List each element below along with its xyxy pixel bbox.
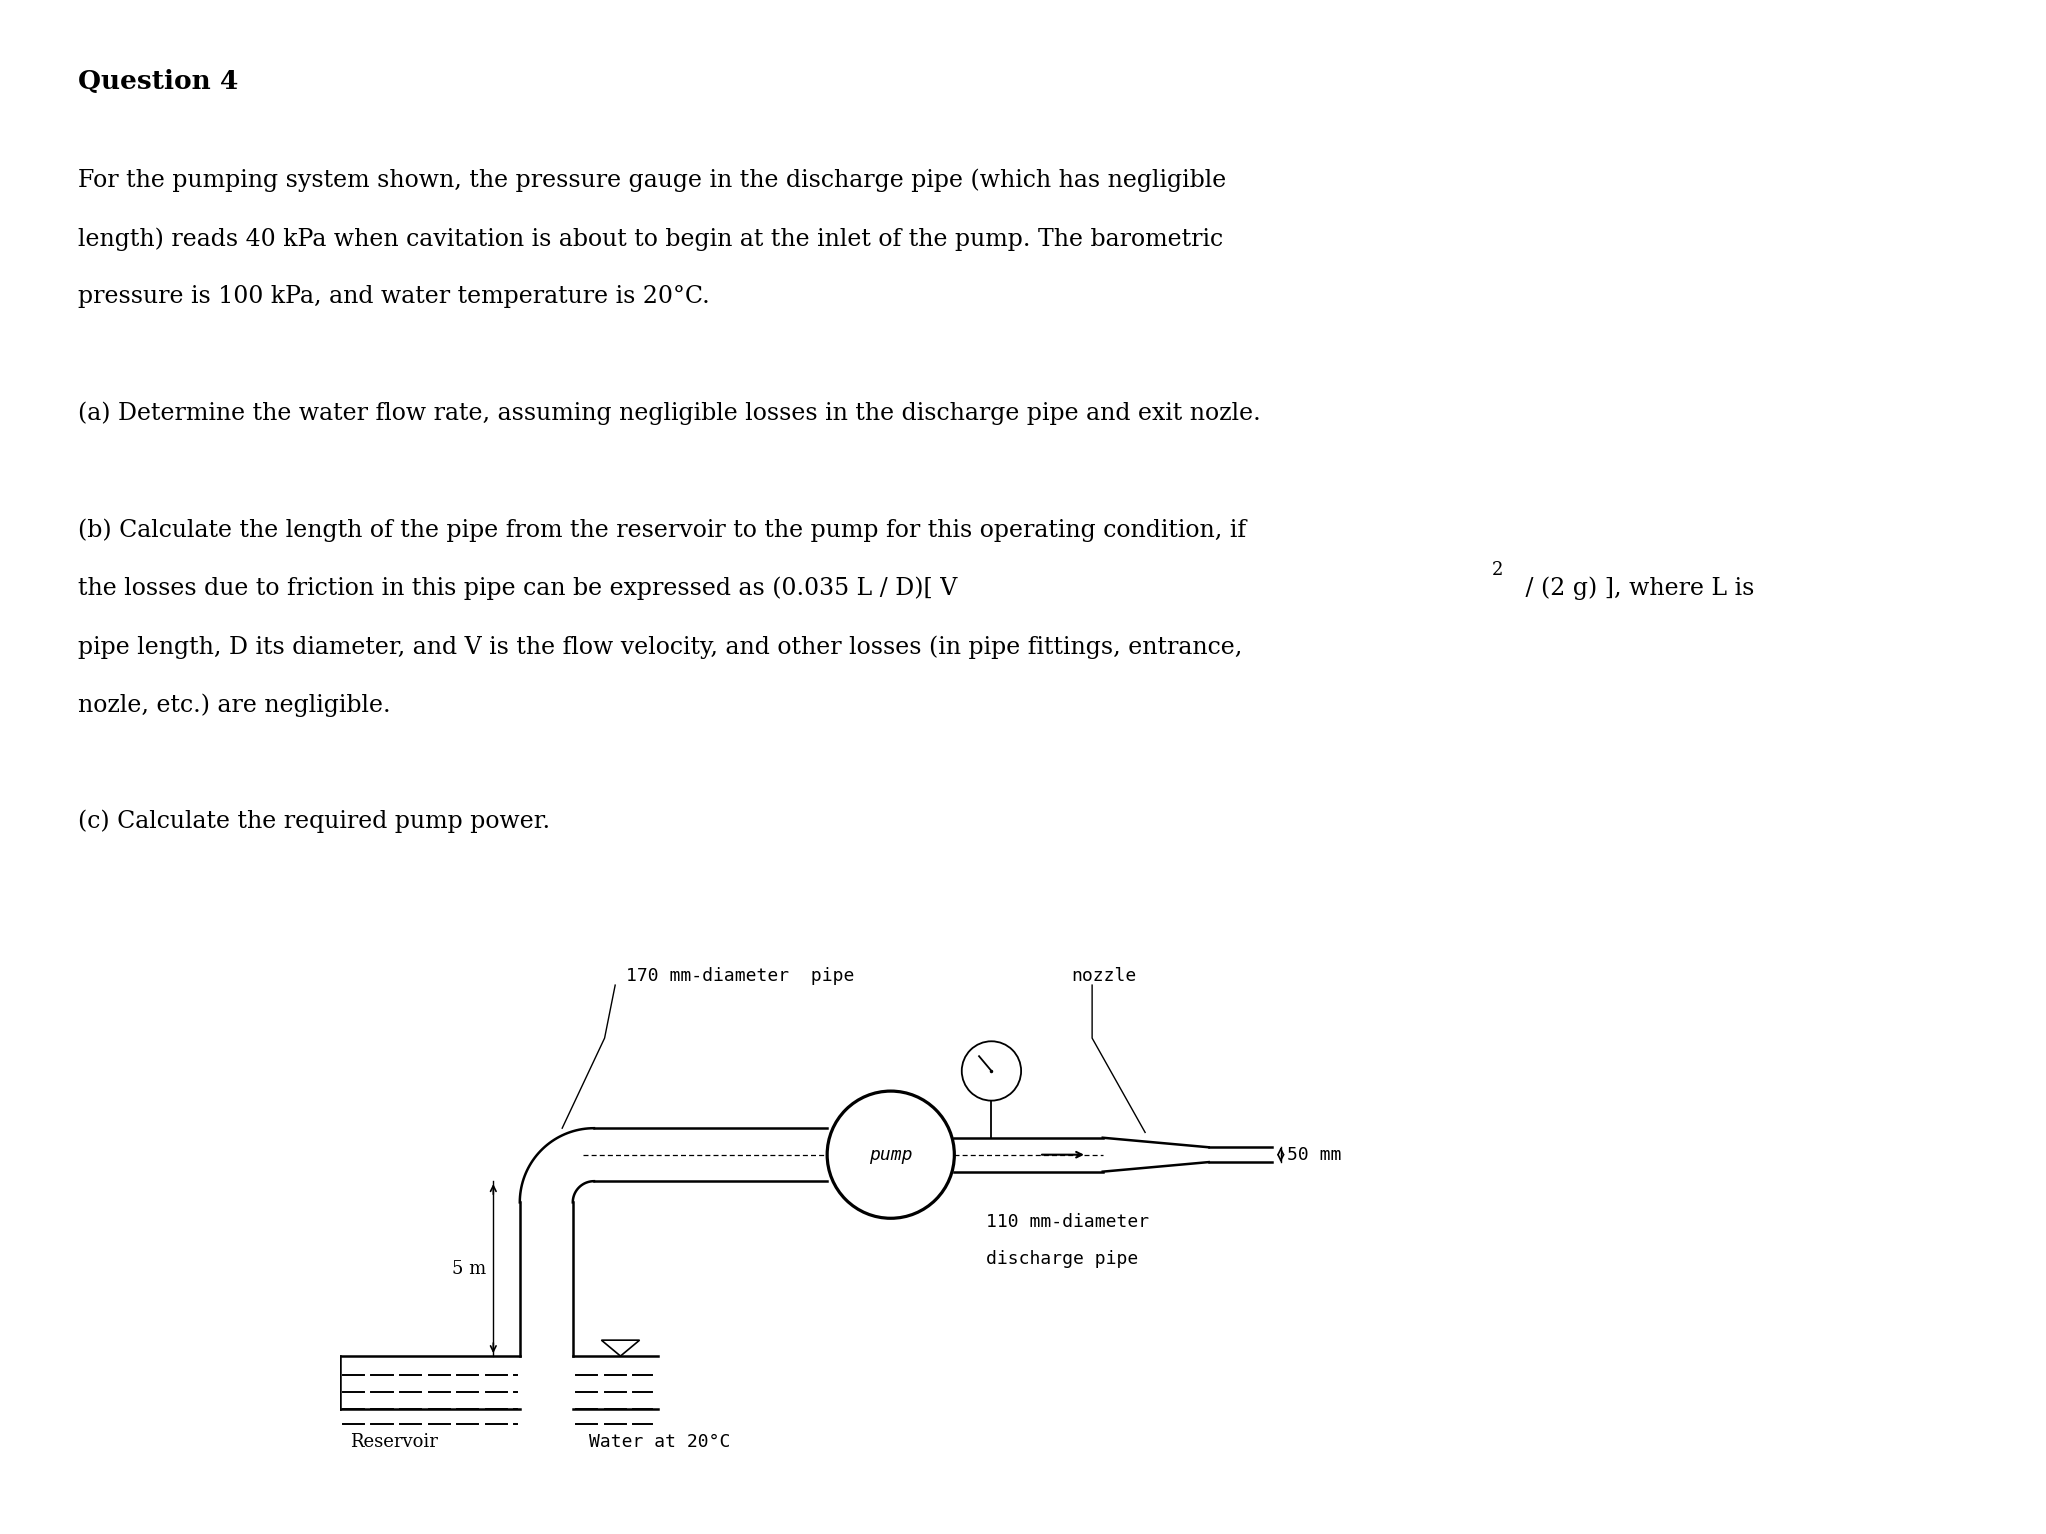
Text: 2: 2 [1492, 561, 1504, 580]
Text: nozle, etc.) are negligible.: nozle, etc.) are negligible. [78, 693, 391, 716]
Text: pressure is 100 kPa, and water temperature is 20°C.: pressure is 100 kPa, and water temperatu… [78, 285, 710, 308]
Text: pump: pump [870, 1146, 913, 1164]
Text: 110 mm-diameter: 110 mm-diameter [986, 1213, 1150, 1230]
Text: Question 4: Question 4 [78, 69, 237, 94]
Text: 5 m: 5 m [452, 1259, 485, 1278]
Text: Water at 20°C: Water at 20°C [589, 1433, 730, 1451]
Text: pipe length, D its diameter, and V is the flow velocity, and other losses (in pi: pipe length, D its diameter, and V is th… [78, 635, 1242, 658]
Text: length) reads 40 kPa when cavitation is about to begin at the inlet of the pump.: length) reads 40 kPa when cavitation is … [78, 227, 1224, 250]
Text: 50 mm: 50 mm [1287, 1146, 1342, 1164]
Text: / (2 g) ], where L is: / (2 g) ], where L is [1518, 577, 1755, 600]
Circle shape [827, 1091, 953, 1218]
Text: Reservoir: Reservoir [350, 1433, 438, 1451]
Text: 170 mm-diameter  pipe: 170 mm-diameter pipe [626, 966, 853, 985]
Text: the losses due to friction in this pipe can be expressed as (0.035 L / D)[ V: the losses due to friction in this pipe … [78, 577, 958, 600]
Text: nozzle: nozzle [1070, 966, 1136, 985]
Text: discharge pipe: discharge pipe [986, 1250, 1138, 1269]
Text: (a) Determine the water flow rate, assuming negligible losses in the discharge p: (a) Determine the water flow rate, assum… [78, 402, 1260, 425]
Polygon shape [602, 1341, 640, 1356]
Circle shape [962, 1042, 1021, 1100]
Text: For the pumping system shown, the pressure gauge in the discharge pipe (which ha: For the pumping system shown, the pressu… [78, 169, 1226, 192]
Text: (b) Calculate the length of the pipe from the reservoir to the pump for this ope: (b) Calculate the length of the pipe fro… [78, 518, 1246, 542]
Text: (c) Calculate the required pump power.: (c) Calculate the required pump power. [78, 810, 550, 833]
